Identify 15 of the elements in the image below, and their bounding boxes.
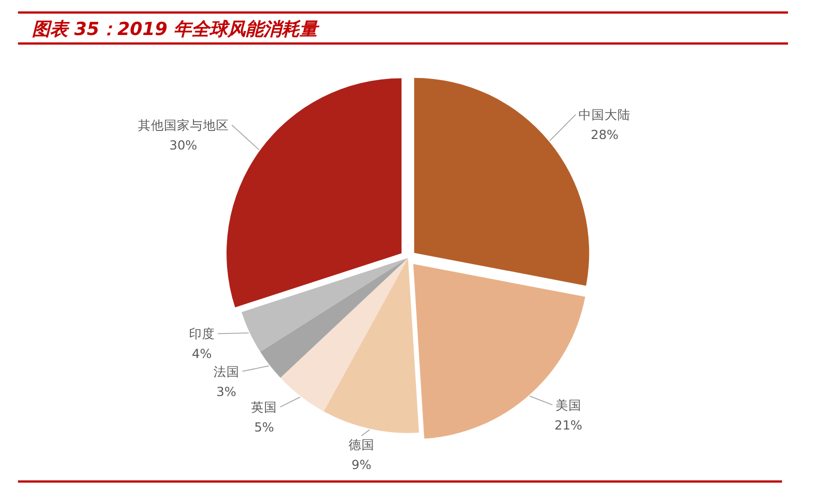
data-label: 28% xyxy=(590,127,619,142)
data-label: 5% xyxy=(254,420,274,435)
slice-label: 其他国家与地区 xyxy=(138,118,229,133)
slice-label: 法国 xyxy=(213,364,240,379)
data-label: 21% xyxy=(554,417,582,432)
data-label: 3% xyxy=(216,384,236,399)
data-label: 9% xyxy=(352,456,372,472)
slice-label: 印度 xyxy=(188,326,215,342)
data-label: 30% xyxy=(169,138,198,153)
chart-title: 图表 35：2019 年全球风能消耗量 xyxy=(32,19,320,40)
slice-label: 美国 xyxy=(555,397,582,412)
slice-label: 英国 xyxy=(251,400,278,415)
slice-label: 德国 xyxy=(348,436,374,452)
data-label: 4% xyxy=(192,346,212,362)
slice-label: 中国大陆 xyxy=(578,107,631,122)
